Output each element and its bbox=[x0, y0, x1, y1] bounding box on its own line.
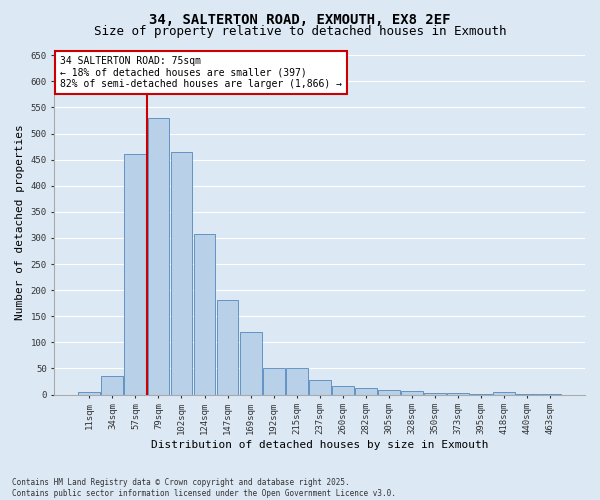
Bar bbox=[355, 388, 377, 394]
Text: Size of property relative to detached houses in Exmouth: Size of property relative to detached ho… bbox=[94, 25, 506, 38]
Bar bbox=[170, 152, 193, 394]
Y-axis label: Number of detached properties: Number of detached properties bbox=[15, 124, 25, 320]
Bar bbox=[194, 234, 215, 394]
Bar bbox=[101, 376, 124, 394]
Bar bbox=[332, 386, 353, 394]
Bar bbox=[286, 368, 308, 394]
Bar bbox=[309, 380, 331, 394]
Bar bbox=[148, 118, 169, 394]
X-axis label: Distribution of detached houses by size in Exmouth: Distribution of detached houses by size … bbox=[151, 440, 488, 450]
Text: 34, SALTERTON ROAD, EXMOUTH, EX8 2EF: 34, SALTERTON ROAD, EXMOUTH, EX8 2EF bbox=[149, 12, 451, 26]
Bar bbox=[401, 392, 423, 394]
Text: 34 SALTERTON ROAD: 75sqm
← 18% of detached houses are smaller (397)
82% of semi-: 34 SALTERTON ROAD: 75sqm ← 18% of detach… bbox=[60, 56, 342, 89]
Bar bbox=[424, 393, 446, 394]
Bar bbox=[239, 332, 262, 394]
Bar bbox=[124, 154, 146, 394]
Bar bbox=[378, 390, 400, 394]
Bar bbox=[447, 393, 469, 394]
Bar bbox=[217, 300, 238, 394]
Text: Contains HM Land Registry data © Crown copyright and database right 2025.
Contai: Contains HM Land Registry data © Crown c… bbox=[12, 478, 396, 498]
Bar bbox=[263, 368, 284, 394]
Bar bbox=[493, 392, 515, 394]
Bar bbox=[79, 392, 100, 394]
